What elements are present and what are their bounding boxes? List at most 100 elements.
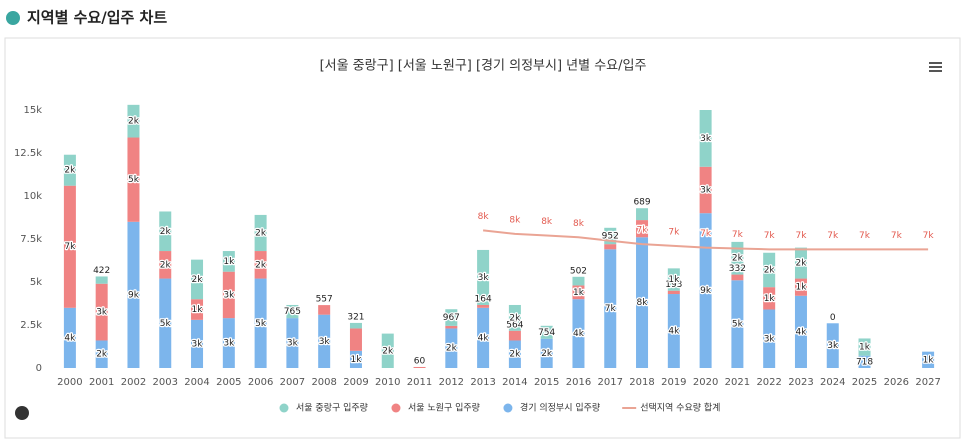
bar-segment xyxy=(191,259,204,300)
value-label: 4k xyxy=(795,327,807,337)
bar-segment xyxy=(63,307,76,368)
value-label: 7k xyxy=(859,231,871,241)
x-tick-label: 2025 xyxy=(852,377,877,388)
bar-segment xyxy=(922,351,935,368)
bar-segment xyxy=(254,214,267,252)
bar-segment xyxy=(699,166,712,214)
bar-segment xyxy=(508,304,521,331)
value-label: 7k xyxy=(732,230,744,240)
value-label: 2k xyxy=(509,350,521,360)
bar-segment xyxy=(95,340,108,368)
value-label: 952 xyxy=(602,231,619,241)
value-label: 3k xyxy=(287,339,299,349)
value-label: 3k xyxy=(96,308,108,318)
value-label: 1k xyxy=(573,288,585,298)
x-tick-label: 2024 xyxy=(820,377,845,388)
bar-segment xyxy=(667,294,680,368)
value-label: 967 xyxy=(443,313,460,323)
menu-icon[interactable] xyxy=(929,62,942,72)
x-tick-label: 2008 xyxy=(311,377,336,388)
y-tick-label: 7.5k xyxy=(20,234,42,245)
value-label: 8k xyxy=(541,217,553,227)
value-label: 321 xyxy=(347,312,364,322)
value-label: 5k xyxy=(255,319,267,329)
bar-segment xyxy=(191,319,204,368)
legend-label: 서울 노원구 입주량 xyxy=(408,402,480,414)
x-tick-label: 2021 xyxy=(725,377,750,388)
legend-swatch xyxy=(503,403,513,413)
bar-segment xyxy=(667,268,680,291)
bar-segment xyxy=(254,251,267,279)
bar-segment xyxy=(731,241,744,275)
value-label: 1k xyxy=(223,257,235,267)
x-tick-label: 2007 xyxy=(280,377,305,388)
value-label: 1k xyxy=(764,294,776,304)
value-label: 8k xyxy=(509,215,521,225)
bar-segment xyxy=(636,208,649,221)
bar-segment xyxy=(731,280,744,368)
bar-segment xyxy=(794,278,807,296)
x-tick-label: 2011 xyxy=(407,377,432,388)
x-tick-label: 2000 xyxy=(57,377,82,388)
bar-segment xyxy=(858,338,871,356)
value-label: 2k xyxy=(732,254,744,264)
value-label: 9k xyxy=(700,286,712,296)
value-label: 7k xyxy=(764,231,776,241)
y-tick-label: 0 xyxy=(36,363,42,374)
value-label: 5k xyxy=(128,175,140,185)
x-tick-label: 2027 xyxy=(915,377,940,388)
bar-segment xyxy=(731,274,744,281)
y-tick-label: 2.5k xyxy=(20,320,42,331)
bar-segment xyxy=(222,271,235,319)
bar-segment xyxy=(127,104,140,138)
bar-segment xyxy=(699,213,712,368)
value-label: 3k xyxy=(764,334,776,344)
value-label: 765 xyxy=(284,307,301,317)
bar-segment xyxy=(794,295,807,368)
value-label: 4k xyxy=(573,329,585,339)
bar-segment xyxy=(254,278,267,368)
legend-label: 선택지역 수요량 합계 xyxy=(640,402,720,414)
value-label: 4k xyxy=(668,327,680,337)
value-label: 1k xyxy=(350,355,362,365)
value-label: 1k xyxy=(192,305,204,315)
bar-segment xyxy=(127,221,140,368)
value-label: 718 xyxy=(856,357,873,367)
x-tick-label: 2017 xyxy=(598,377,623,388)
bar-segment xyxy=(413,366,426,368)
x-tick-label: 2004 xyxy=(184,377,209,388)
value-label: 2k xyxy=(192,275,204,285)
bar-segment xyxy=(286,304,299,319)
bar-segment xyxy=(477,249,490,305)
value-label: 4k xyxy=(64,333,76,343)
value-label: 8k xyxy=(637,298,649,308)
bar-segment xyxy=(191,299,204,320)
value-label: 1k xyxy=(859,343,871,353)
value-label: 7k xyxy=(923,231,935,241)
bar-segment xyxy=(763,287,776,310)
x-tick-label: 2020 xyxy=(693,377,718,388)
bar-segment xyxy=(604,244,617,250)
value-label: 754 xyxy=(538,328,555,338)
x-tick-label: 2023 xyxy=(788,377,813,388)
value-label: 8k xyxy=(573,219,585,229)
value-label: 564 xyxy=(506,320,523,330)
bar-segment xyxy=(63,185,76,308)
value-label: 4k xyxy=(478,333,490,343)
x-tick-label: 2003 xyxy=(153,377,178,388)
value-label: 5k xyxy=(160,319,172,329)
bar-segment xyxy=(349,350,362,368)
value-label: 3k xyxy=(192,339,204,349)
bar-segment xyxy=(636,220,649,238)
value-label: 2k xyxy=(255,260,267,270)
x-tick-label: 2016 xyxy=(566,377,591,388)
value-label: 7k xyxy=(827,231,839,241)
value-label: 7k xyxy=(64,242,76,252)
value-label: 2k xyxy=(160,227,172,237)
legend-swatch xyxy=(279,403,289,413)
bar-segment xyxy=(95,276,108,284)
bar-segment xyxy=(540,338,553,368)
bar-segment xyxy=(318,314,331,368)
bar-segment xyxy=(95,283,108,341)
value-label: 2k xyxy=(764,265,776,275)
